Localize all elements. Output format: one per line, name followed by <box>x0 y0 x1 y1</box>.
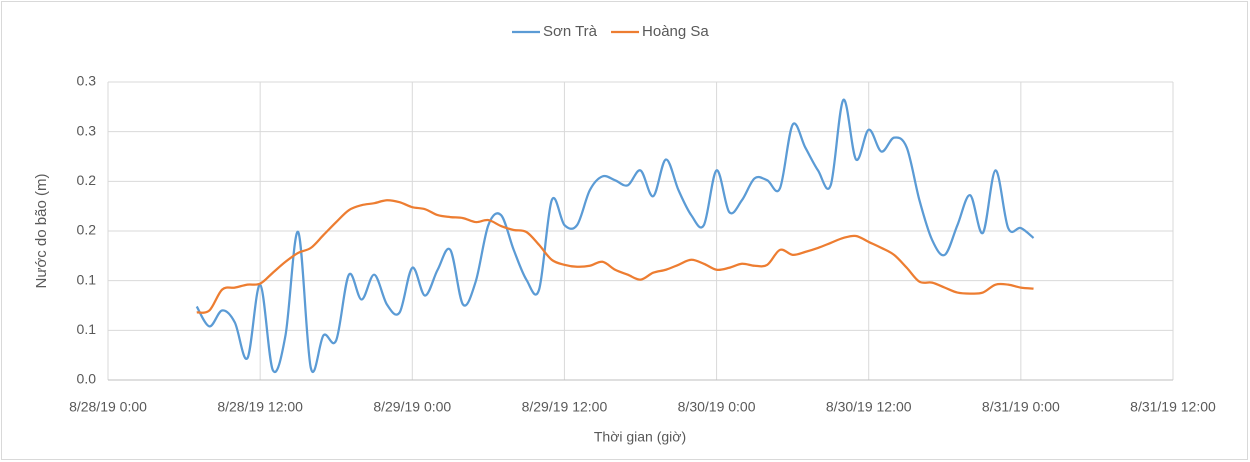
x-tick-label: 8/30/19 0:00 <box>678 399 756 415</box>
x-tick-label: 8/30/19 12:00 <box>826 399 912 415</box>
x-tick-label: 8/31/19 12:00 <box>1130 399 1216 415</box>
x-axis-label: Thời gian (giờ) <box>594 429 686 445</box>
x-tick-label: 8/28/19 0:00 <box>69 399 147 415</box>
y-tick-label: 0.3 <box>77 73 97 89</box>
x-tick-label: 8/29/19 12:00 <box>522 399 608 415</box>
y-tick-label: 0.1 <box>77 321 97 337</box>
line-series <box>195 98 1035 374</box>
legend-label: Sơn Trà <box>543 23 598 40</box>
y-tick-label: 0.0 <box>77 371 97 387</box>
y-tick-label: 0.2 <box>77 222 97 238</box>
y-tick-label: 0.2 <box>77 172 97 188</box>
x-tick-label: 8/31/19 0:00 <box>982 399 1060 415</box>
x-tick-label: 8/29/19 0:00 <box>373 399 451 415</box>
y-tick-label: 0.1 <box>77 271 97 287</box>
x-tick-label: 8/28/19 12:00 <box>217 399 303 415</box>
legend-label: Hoàng Sa <box>642 23 709 40</box>
line-series <box>196 199 1034 314</box>
y-axis-label: Nước do bão (m) <box>33 174 50 289</box>
y-tick-label: 0.3 <box>77 122 97 138</box>
